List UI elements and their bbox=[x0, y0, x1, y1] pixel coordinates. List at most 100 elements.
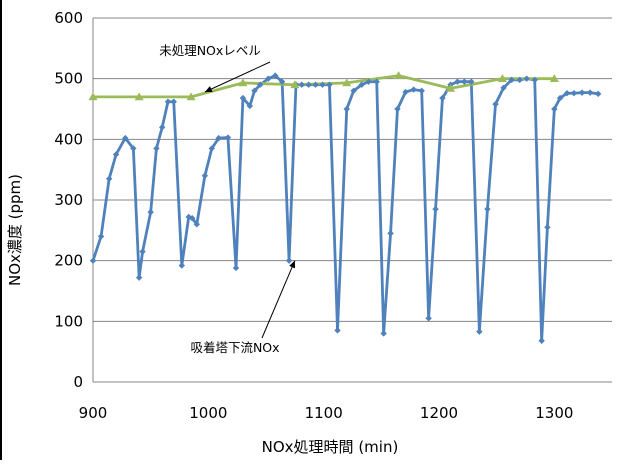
series-1-point-52 bbox=[454, 78, 461, 85]
x-tick-label-1300: 1300 bbox=[535, 404, 573, 422]
series-lines bbox=[91, 74, 599, 343]
series-1-point-7 bbox=[139, 248, 146, 255]
series-1-point-25 bbox=[257, 81, 264, 88]
series-1-point-9 bbox=[153, 145, 160, 152]
series-1-point-50 bbox=[439, 94, 446, 102]
y-tick-label-0: 0 bbox=[73, 373, 83, 391]
series-2-point-4 bbox=[290, 80, 300, 89]
series-1-point-38 bbox=[350, 87, 357, 94]
x-axis-title: NOx処理時間 (min) bbox=[262, 438, 399, 456]
series-2-point-2 bbox=[186, 92, 196, 101]
series-2-point-6 bbox=[394, 71, 404, 80]
y-tick-label-500: 500 bbox=[54, 70, 83, 88]
axes bbox=[92, 18, 612, 383]
series-2-point-7 bbox=[446, 83, 456, 92]
series-2-point-8 bbox=[497, 74, 507, 83]
series-1-point-70 bbox=[586, 89, 594, 96]
series-1-line bbox=[91, 74, 599, 343]
series-1-point-66 bbox=[556, 94, 564, 102]
series-1-point-59 bbox=[508, 76, 515, 84]
annotation-arrowhead-2 bbox=[289, 260, 296, 269]
series-1-point-43 bbox=[387, 230, 394, 237]
series-1-point-23 bbox=[246, 102, 254, 110]
series-2-point-1 bbox=[134, 92, 144, 101]
series-1-point-68 bbox=[570, 90, 578, 97]
series-1-point-22 bbox=[239, 94, 247, 102]
x-tick-label-1200: 1200 bbox=[420, 404, 458, 422]
series-1-point-13 bbox=[178, 262, 186, 269]
series-2-point-5 bbox=[342, 78, 352, 87]
x-tick-label-1100: 1100 bbox=[305, 404, 343, 422]
series-1-point-61 bbox=[523, 75, 530, 82]
y-axis-title: NOx濃度 (ppm) bbox=[6, 174, 24, 286]
y-tick-label-400: 400 bbox=[54, 130, 83, 148]
y-tick-label-200: 200 bbox=[54, 252, 83, 270]
series-1-point-27 bbox=[272, 72, 279, 79]
series-1-point-48 bbox=[425, 315, 432, 322]
series-1-point-32 bbox=[305, 81, 312, 88]
series-1-point-12 bbox=[170, 98, 177, 105]
series-1-point-36 bbox=[334, 327, 341, 334]
series-1-point-1 bbox=[97, 233, 105, 240]
series-1-point-19 bbox=[215, 134, 222, 142]
series-1-point-69 bbox=[578, 89, 586, 96]
series-1-point-63 bbox=[538, 337, 545, 344]
series-1-point-67 bbox=[563, 90, 571, 97]
left-border-rule bbox=[0, 0, 2, 460]
series-1-point-62 bbox=[531, 76, 538, 84]
series-1-point-8 bbox=[147, 208, 154, 216]
series-1-point-5 bbox=[130, 145, 137, 152]
series-2-point-0 bbox=[88, 92, 98, 101]
series-1-point-10 bbox=[159, 124, 166, 131]
series-1-point-47 bbox=[418, 87, 425, 94]
annotation-arrow-2 bbox=[261, 260, 296, 339]
series-1-point-56 bbox=[484, 205, 491, 213]
series-1-point-41 bbox=[373, 78, 380, 85]
series-1-point-15 bbox=[188, 215, 196, 222]
series-1-point-40 bbox=[365, 78, 372, 85]
annotation-label-1: 未処理NOxレベル bbox=[159, 43, 261, 58]
series-markers bbox=[88, 71, 602, 344]
series-2-point-3 bbox=[238, 78, 248, 87]
series-1-point-37 bbox=[343, 105, 350, 113]
x-tick-label-1000: 1000 bbox=[189, 404, 227, 422]
series-1-point-64 bbox=[544, 224, 551, 231]
series-1-point-18 bbox=[208, 145, 215, 152]
series-1-point-58 bbox=[500, 84, 507, 91]
series-1-point-24 bbox=[251, 87, 258, 94]
series-1-point-16 bbox=[193, 221, 200, 228]
series-1-point-65 bbox=[551, 105, 558, 113]
annotation-arrowhead-1 bbox=[204, 86, 213, 93]
series-1-point-29 bbox=[285, 257, 293, 264]
series-1-point-57 bbox=[492, 100, 499, 108]
series-1-point-44 bbox=[394, 105, 401, 113]
series-1-point-34 bbox=[319, 81, 326, 88]
y-tick-label-600: 600 bbox=[54, 9, 83, 27]
series-1-point-11 bbox=[164, 98, 172, 105]
series-1-point-17 bbox=[201, 172, 209, 179]
series-1-point-71 bbox=[594, 90, 602, 98]
gridlines bbox=[93, 17, 612, 322]
series-1-point-26 bbox=[265, 75, 272, 82]
annotation-label-2: 吸着塔下流NOx bbox=[190, 340, 279, 355]
series-1-point-45 bbox=[402, 88, 409, 96]
series-1-point-54 bbox=[468, 78, 475, 85]
series-1-point-49 bbox=[432, 205, 439, 213]
series-1-point-21 bbox=[232, 264, 240, 272]
series-2-point-9 bbox=[549, 74, 559, 83]
x-tick-label-900: 900 bbox=[79, 404, 108, 422]
series-1-point-53 bbox=[461, 78, 468, 85]
series-1-point-39 bbox=[358, 81, 365, 88]
y-tick-label-300: 300 bbox=[54, 191, 83, 209]
series-1-point-60 bbox=[516, 76, 523, 84]
series-1-point-35 bbox=[326, 81, 333, 88]
series-1-point-4 bbox=[122, 134, 129, 142]
series-1-point-28 bbox=[278, 78, 286, 85]
series-1-point-31 bbox=[298, 81, 305, 88]
series-1-point-6 bbox=[135, 274, 143, 281]
series-1-point-2 bbox=[105, 175, 113, 182]
series-1-point-3 bbox=[112, 151, 120, 158]
series-1-point-33 bbox=[312, 81, 319, 88]
